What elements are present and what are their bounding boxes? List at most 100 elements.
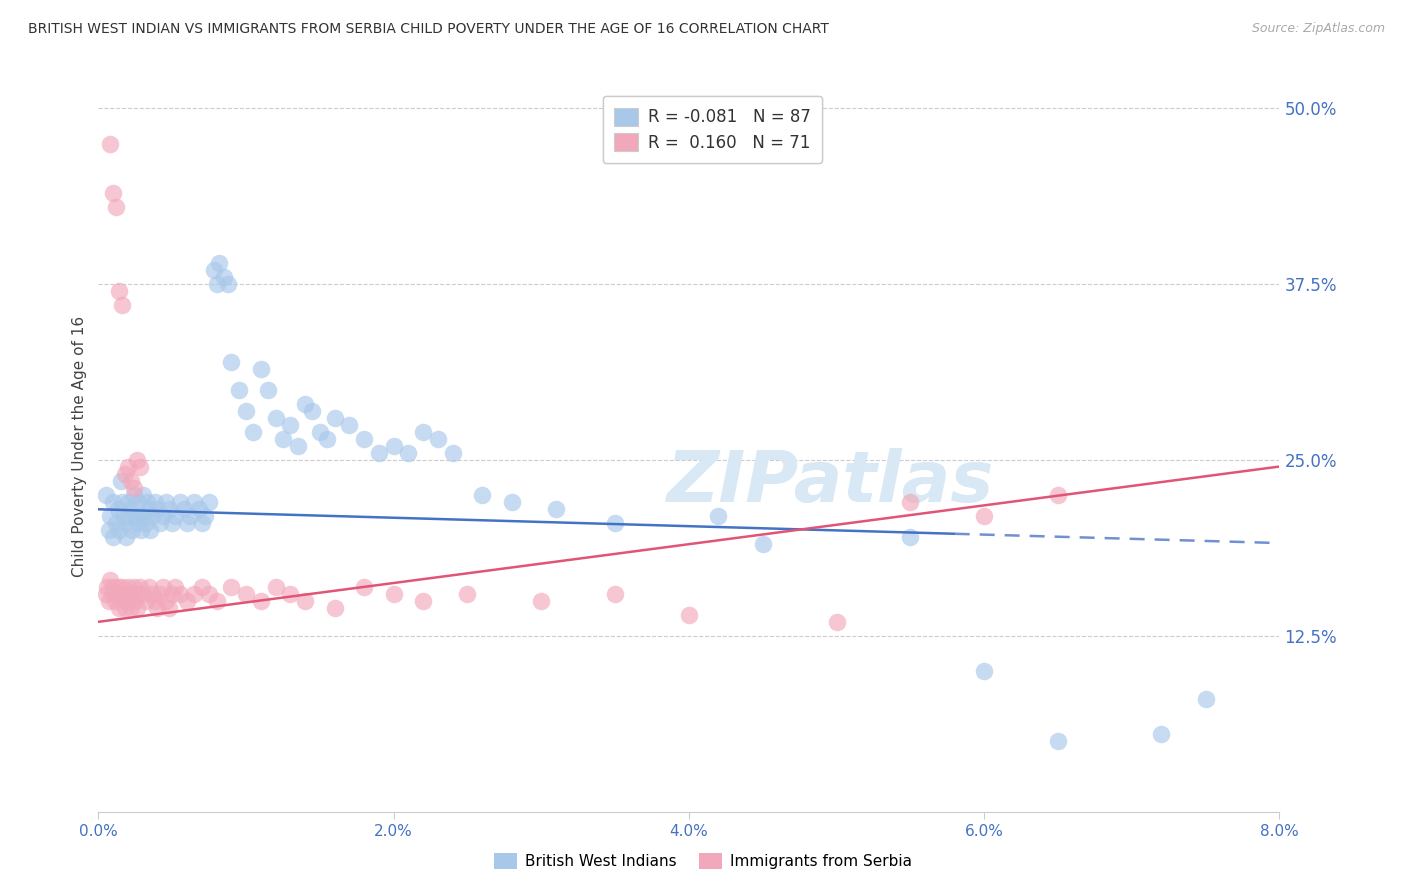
- Point: [135, 516, 157, 531]
- Point: [135, 593, 157, 607]
- Point: [103, 186, 125, 200]
- Point: [301, 404, 323, 418]
- Point: [1150, 727, 1173, 741]
- Point: [125, 453, 148, 467]
- Point: [134, 509, 156, 524]
- Point: [191, 516, 214, 531]
- Point: [280, 587, 302, 601]
- Point: [412, 425, 434, 439]
- Point: [398, 446, 420, 460]
- Point: [141, 587, 163, 601]
- Point: [427, 432, 450, 446]
- Point: [124, 593, 146, 607]
- Point: [143, 495, 166, 509]
- Point: [176, 516, 198, 531]
- Point: [605, 516, 627, 531]
- Point: [139, 524, 162, 538]
- Point: [208, 256, 231, 270]
- Point: [103, 530, 125, 544]
- Point: [900, 495, 922, 509]
- Point: [353, 580, 375, 594]
- Point: [128, 509, 150, 524]
- Point: [194, 509, 217, 524]
- Point: [546, 502, 568, 516]
- Point: [105, 587, 128, 601]
- Point: [120, 474, 142, 488]
- Point: [353, 432, 375, 446]
- Point: [157, 502, 180, 516]
- Point: [120, 502, 142, 516]
- Point: [152, 509, 174, 524]
- Point: [309, 425, 332, 439]
- Point: [105, 200, 128, 214]
- Point: [235, 404, 257, 418]
- Point: [111, 298, 134, 312]
- Point: [264, 580, 287, 594]
- Point: [155, 495, 177, 509]
- Point: [114, 600, 136, 615]
- Point: [114, 467, 136, 482]
- Point: [323, 410, 346, 425]
- Point: [121, 587, 143, 601]
- Point: [127, 587, 149, 601]
- Point: [117, 460, 139, 475]
- Point: [973, 664, 995, 678]
- Point: [100, 587, 122, 601]
- Point: [111, 580, 134, 594]
- Point: [1046, 488, 1070, 502]
- Point: [412, 593, 434, 607]
- Point: [441, 446, 464, 460]
- Point: [107, 502, 129, 516]
- Point: [98, 573, 121, 587]
- Point: [136, 495, 159, 509]
- Point: [212, 270, 235, 285]
- Point: [173, 502, 195, 516]
- Point: [115, 530, 138, 544]
- Point: [530, 593, 553, 607]
- Point: [110, 474, 132, 488]
- Point: [155, 593, 177, 607]
- Point: [157, 600, 180, 615]
- Point: [198, 495, 221, 509]
- Point: [96, 580, 118, 594]
- Point: [127, 495, 149, 509]
- Point: [165, 580, 187, 594]
- Point: [125, 516, 148, 531]
- Point: [316, 432, 339, 446]
- Point: [107, 580, 129, 594]
- Legend: R = -0.081   N = 87, R =  0.160   N = 71: R = -0.081 N = 87, R = 0.160 N = 71: [603, 96, 823, 163]
- Point: [825, 615, 848, 629]
- Point: [183, 495, 205, 509]
- Point: [280, 417, 302, 432]
- Point: [103, 580, 125, 594]
- Point: [143, 593, 166, 607]
- Point: [122, 488, 145, 502]
- Point: [501, 495, 523, 509]
- Point: [117, 509, 139, 524]
- Point: [242, 425, 264, 439]
- Point: [146, 600, 169, 615]
- Point: [752, 537, 775, 551]
- Point: [114, 516, 136, 531]
- Point: [221, 354, 243, 368]
- Point: [94, 587, 117, 601]
- Point: [103, 495, 125, 509]
- Text: BRITISH WEST INDIAN VS IMMIGRANTS FROM SERBIA CHILD POVERTY UNDER THE AGE OF 16 : BRITISH WEST INDIAN VS IMMIGRANTS FROM S…: [28, 22, 830, 37]
- Point: [287, 439, 309, 453]
- Point: [257, 383, 280, 397]
- Point: [121, 524, 143, 538]
- Point: [1046, 734, 1070, 748]
- Point: [149, 516, 172, 531]
- Point: [132, 587, 155, 601]
- Point: [108, 600, 131, 615]
- Point: [382, 587, 405, 601]
- Point: [105, 516, 128, 531]
- Point: [110, 587, 132, 601]
- Point: [191, 580, 214, 594]
- Point: [323, 600, 346, 615]
- Point: [183, 587, 205, 601]
- Point: [128, 460, 150, 475]
- Point: [98, 136, 121, 151]
- Legend: British West Indians, Immigrants from Serbia: British West Indians, Immigrants from Se…: [488, 847, 918, 875]
- Point: [124, 509, 146, 524]
